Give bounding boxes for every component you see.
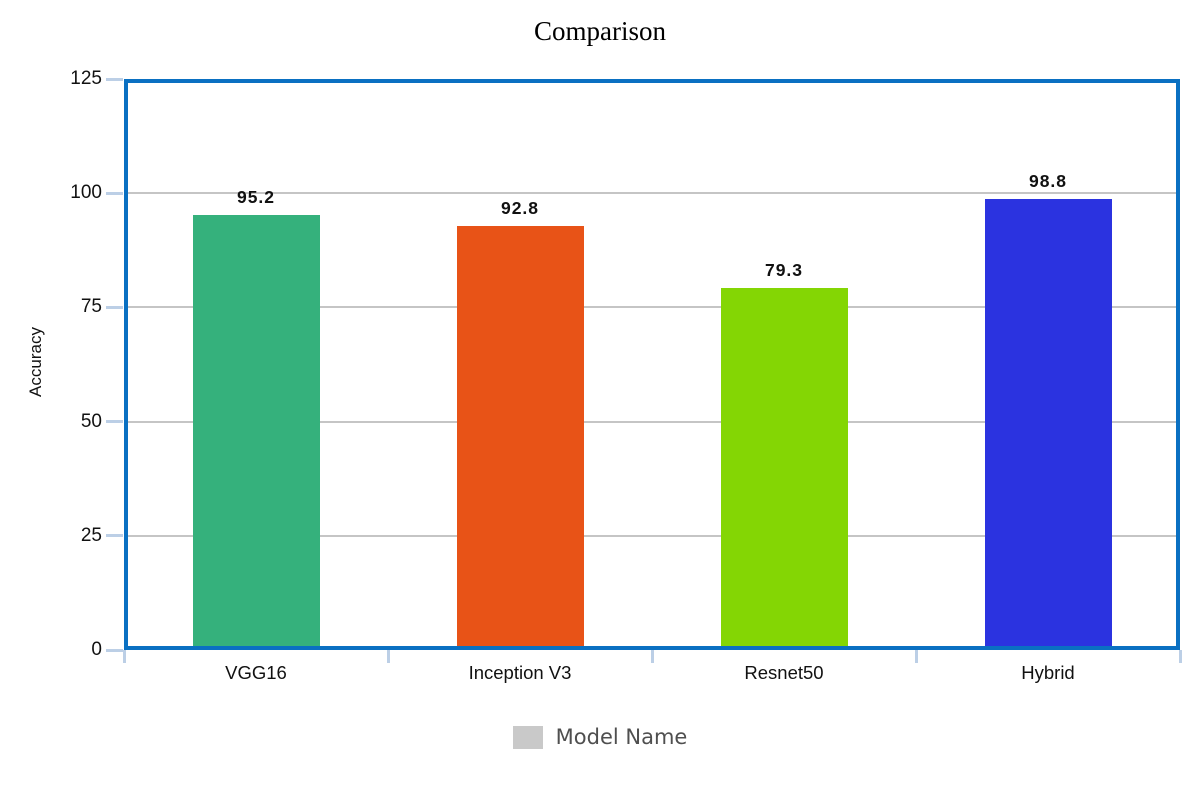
gridline-25 [128,534,1176,537]
value-label-vgg16: 95.2 [236,187,276,208]
y-tick-0 [106,648,123,652]
x-tick-1 [386,650,390,663]
x-tick-0 [122,650,126,663]
y-tick-50 [106,420,123,424]
value-label-resnet50: 79.3 [764,259,804,280]
legend: Model Name [0,725,1200,749]
y-tick-label-25: 25 [80,524,102,546]
bar-vgg16[interactable] [192,215,320,646]
value-label-hybrid: 98.8 [1028,170,1068,191]
x-tick-3 [914,650,918,663]
gridline-75 [128,306,1176,309]
bar-hybrid[interactable] [984,198,1112,646]
value-label-inception-v3: 92.8 [500,198,540,219]
chart-title: Comparison [534,16,666,46]
y-tick-75 [106,305,123,309]
legend-swatch [512,725,543,749]
bar-inception-v3[interactable] [456,226,584,646]
y-tick-25 [106,534,123,538]
y-tick-label-100: 100 [70,182,102,204]
y-tick-label-0: 0 [91,639,102,660]
y-tick-label-75: 75 [80,296,102,318]
y-tick-100 [106,191,123,195]
gridline-50 [128,420,1176,423]
y-axis-title: Accuracy [26,327,45,397]
x-label-vgg16: VGG16 [225,662,287,683]
legend-label: Model Name [555,725,688,749]
x-label-inception-v3: Inception V3 [468,662,572,683]
x-label-hybrid: Hybrid [1021,662,1075,683]
x-tick-2 [650,650,654,663]
x-tick-4 [1178,650,1182,663]
y-tick-label-125: 125 [70,68,102,89]
y-tick-label-50: 50 [80,410,102,432]
x-label-resnet50: Resnet50 [744,662,824,683]
bar-resnet50[interactable] [720,287,848,646]
gridline-100 [128,192,1176,195]
y-tick-125 [106,77,123,81]
legend-item-model-name[interactable]: Model Name [512,725,688,749]
